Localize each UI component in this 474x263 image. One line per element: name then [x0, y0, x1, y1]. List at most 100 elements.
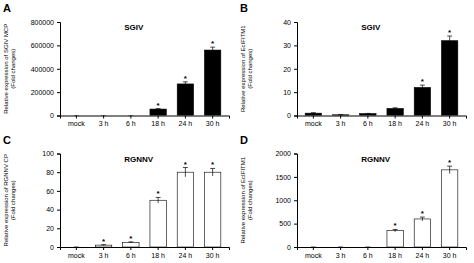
panel-label: B	[240, 2, 248, 14]
bar	[204, 172, 220, 247]
y-tick-mark	[57, 45, 60, 46]
y-tick: 0	[50, 112, 60, 119]
x-tick-mark	[340, 247, 341, 250]
x-tick-mark	[130, 116, 131, 119]
x-tick-mark	[422, 116, 423, 119]
y-tick-mark	[57, 92, 60, 93]
significance-star: *	[184, 160, 188, 169]
bar	[150, 109, 166, 115]
bar	[305, 247, 321, 248]
error-bar-stem	[212, 168, 213, 175]
x-tick-label: 6 h	[363, 252, 373, 259]
x-tick-label: 6 h	[363, 120, 373, 127]
y-tick-label: 60	[46, 188, 54, 195]
x-tick: 30 h	[206, 116, 220, 128]
bar	[332, 114, 348, 115]
y-axis-title-line: (Fold changes)	[10, 49, 16, 89]
bar	[441, 41, 457, 116]
y-axis-title: Relative expression of EcIFITM1(Fold cha…	[240, 25, 253, 112]
y-tick-label: 100	[42, 150, 54, 157]
y-tick-mark	[57, 69, 60, 70]
significance-star: *	[211, 160, 215, 169]
x-tick: mock	[305, 116, 322, 128]
x-tick: mock	[68, 247, 85, 259]
panel-label: D	[240, 134, 248, 146]
y-axis: 0500100015002000	[275, 150, 297, 250]
bar	[95, 115, 111, 116]
bar	[123, 115, 139, 116]
y-tick-mark	[294, 154, 297, 155]
y-tick-mark	[294, 200, 297, 201]
error-bar-cap	[74, 115, 79, 116]
y-tick-label: 500	[279, 220, 291, 227]
y-axis: 010203040	[283, 19, 297, 120]
y-axis-title-line: (Fold changes)	[247, 49, 253, 89]
error-bar	[447, 166, 452, 173]
x-tick-mark	[212, 116, 213, 119]
panel-label: C	[3, 134, 11, 146]
y-tick-label: 200000	[31, 89, 54, 96]
error-bar-cap	[311, 112, 316, 113]
x-tick-label: 18 h	[151, 252, 165, 259]
x-tick-label: 24 h	[179, 120, 193, 127]
error-bar	[311, 112, 316, 114]
error-bar	[338, 247, 343, 248]
error-bar	[74, 115, 79, 116]
x-tick-label: 6 h	[126, 252, 136, 259]
error-bar	[365, 247, 370, 248]
y-tick: 80	[46, 169, 60, 176]
significance-star: *	[448, 28, 452, 37]
error-bar	[74, 247, 79, 248]
figure: mock 3 h 6 h 18 h 24 h 30 h 0 200000 400000 60000…	[0, 0, 474, 263]
bar	[387, 231, 403, 247]
y-tick: 200000	[31, 89, 60, 96]
error-bar	[338, 114, 343, 115]
significance-star: *	[448, 158, 452, 167]
bar	[204, 50, 220, 115]
y-tick-mark	[57, 172, 60, 173]
x-tick: 6 h	[363, 247, 373, 259]
y-tick-label: 600000	[31, 42, 54, 49]
x-tick-label: 3 h	[336, 120, 346, 127]
error-bar	[447, 36, 452, 45]
title: RGNNV	[361, 155, 391, 164]
y-tick-label: 1500	[275, 174, 291, 181]
x-tick-label: 30 h	[443, 252, 457, 259]
x-tick-label: mock	[305, 120, 322, 127]
x-tick-label: 30 h	[443, 120, 457, 127]
y-axis-title-line: (Fold changes)	[247, 180, 253, 220]
error-bar	[365, 113, 370, 114]
y-tick: 500	[279, 220, 297, 227]
x-tick: 30 h	[443, 116, 457, 128]
y-axis-line	[294, 23, 298, 117]
y-tick: 20	[46, 225, 60, 232]
x-tick: 18 h	[151, 247, 165, 259]
y-tick-label: 400000	[31, 65, 54, 72]
y-tick-label: 0	[287, 244, 291, 251]
error-bar-cap	[365, 113, 370, 114]
y-axis-title-line: Relative expression of SGIV MCP	[3, 24, 9, 114]
y-axis: 0200000400000600000800000	[31, 19, 61, 120]
y-tick: 400000	[31, 65, 60, 72]
x-tick-label: 3 h	[99, 120, 109, 127]
x-tick-label: mock	[68, 120, 85, 127]
x-tick-label: 3 h	[336, 252, 346, 259]
y-axis-title: Relative expression of SGIV MCP(Fold cha…	[3, 24, 16, 114]
y-tick-label: 20	[46, 225, 54, 232]
x-axis: mock3 h6 h18 h24 h30 h	[298, 247, 467, 259]
x-tick-mark	[158, 247, 159, 250]
y-tick: 20	[283, 65, 297, 72]
bar	[360, 114, 376, 116]
error-bar-cap	[338, 114, 343, 115]
marks	[305, 36, 458, 115]
panel: mock3 h6 h18 h24 h30 h010203040SGIVRelat…	[240, 2, 467, 127]
x-tick-label: 18 h	[151, 120, 165, 127]
x-axis-line	[298, 248, 467, 251]
y-tick-mark	[57, 191, 60, 192]
plot-area: mock3 h6 h18 h24 h30 h020000040000060000…	[3, 19, 230, 128]
y-tick-mark	[294, 22, 297, 23]
x-tick-mark	[185, 247, 186, 250]
marks	[74, 47, 221, 115]
error-bar-cap	[101, 115, 106, 116]
y-tick-label: 10	[283, 89, 291, 96]
